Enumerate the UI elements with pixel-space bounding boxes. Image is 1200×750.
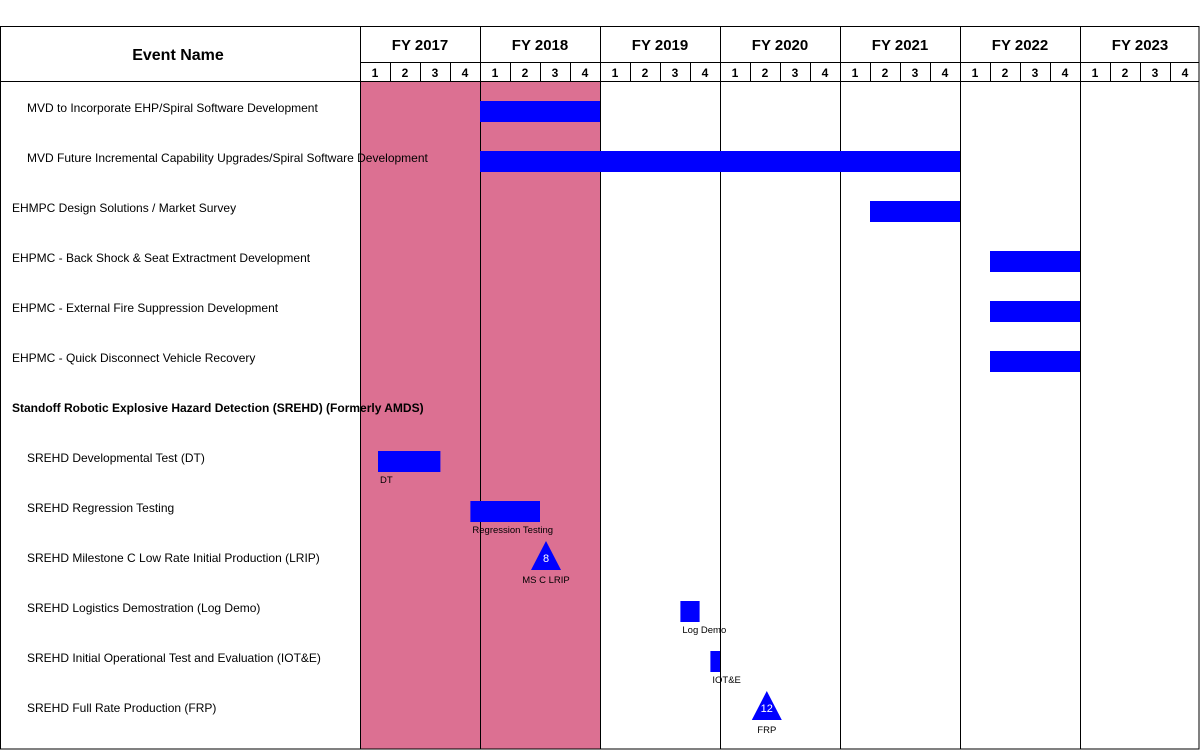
milestone-number: 8 (543, 553, 549, 565)
header-layer: Event Name FY 2017 1 2 3 4 FY 2018 1 2 3 4 FY 2019 1… (132, 37, 1188, 80)
event-name-header: Event Name (132, 47, 224, 64)
quarter-label: 1 (492, 66, 499, 80)
milestone-number: 12 (761, 703, 773, 715)
event-name: SREHD Milestone C Low Rate Initial Produ… (27, 551, 320, 565)
chart-border (0, 26, 1200, 750)
event-name: SREHD Logistics Demostration (Log Demo) (27, 601, 260, 615)
bars-layer: DT Regression Testing 8 MS C LRIP Log Demo IO… (378, 101, 1080, 736)
event-name: SREHD Developmental Test (DT) (27, 451, 205, 465)
shaded-year-fy-2017 (360, 81, 480, 749)
quarter-label: 4 (942, 66, 949, 80)
quarter-label: 1 (372, 66, 379, 80)
grid-layer (0, 26, 1200, 750)
quarter-label: 1 (972, 66, 979, 80)
event-name: SREHD Full Rate Production (FRP) (27, 701, 216, 715)
task-bar-label: Log Demo (682, 625, 726, 636)
fiscal-year-label: FY 2021 (872, 37, 928, 54)
quarter-label: 2 (882, 66, 889, 80)
quarter-label: 4 (582, 66, 589, 80)
fiscal-year-label: FY 2019 (632, 37, 688, 54)
task-bar-label: DT (380, 475, 393, 486)
milestone-triangle (751, 691, 782, 720)
quarter-label: 2 (402, 66, 409, 80)
quarter-label: 4 (462, 66, 469, 80)
quarter-label: 3 (432, 66, 439, 80)
event-name: EHPMC - External Fire Suppression Develo… (12, 301, 279, 315)
fiscal-year-label: FY 2023 (1112, 37, 1168, 54)
quarter-label: 1 (852, 66, 859, 80)
event-names-layer: MVD to Incorporate EHP/Spiral Software D… (12, 101, 429, 715)
quarter-label: 1 (1092, 66, 1099, 80)
quarter-label: 3 (912, 66, 919, 80)
quarter-label: 2 (762, 66, 769, 80)
quarter-label: 2 (522, 66, 529, 80)
quarter-label: 4 (702, 66, 709, 80)
task-bar (470, 501, 540, 522)
task-bar (680, 601, 700, 622)
quarter-label: 4 (1062, 66, 1069, 80)
event-name: Standoff Robotic Explosive Hazard Detect… (12, 401, 424, 415)
task-bar (480, 101, 600, 122)
task-bar (870, 201, 960, 222)
task-bar (378, 451, 441, 472)
event-name: EHMPC Design Solutions / Market Survey (12, 201, 236, 215)
fiscal-year-label: FY 2018 (512, 37, 568, 54)
quarter-label: 1 (612, 66, 619, 80)
event-name: SREHD Initial Operational Test and Evalu… (27, 651, 321, 665)
quarter-label: 3 (792, 66, 799, 80)
event-name: SREHD Regression Testing (27, 501, 174, 515)
task-bar (710, 651, 720, 672)
quarter-label: 3 (1032, 66, 1039, 80)
task-bar-label: IOT&E (712, 675, 741, 686)
milestone-label: MS C LRIP (522, 575, 570, 586)
fiscal-year-label: FY 2017 (392, 37, 448, 54)
milestone-triangle (531, 541, 561, 570)
quarter-label: 1 (732, 66, 739, 80)
quarter-label: 4 (1182, 66, 1189, 80)
quarter-label: 4 (822, 66, 829, 80)
milestone-label: FRP (757, 725, 776, 736)
fiscal-year-label: FY 2020 (752, 37, 808, 54)
task-bar (990, 251, 1080, 272)
event-name: EHPMC - Quick Disconnect Vehicle Recover… (12, 351, 255, 365)
shaded-year-fy-2018 (480, 81, 600, 749)
quarter-label: 2 (1122, 66, 1129, 80)
shaded-region-layer (360, 81, 600, 749)
fiscal-year-label: FY 2022 (992, 37, 1048, 54)
quarter-label: 2 (1002, 66, 1009, 80)
event-name: MVD to Incorporate EHP/Spiral Software D… (27, 101, 318, 115)
task-bar (990, 351, 1080, 372)
event-name: EHPMC - Back Shock & Seat Extractment De… (12, 251, 311, 265)
quarter-label: 3 (672, 66, 679, 80)
task-bar (480, 151, 960, 172)
quarter-label: 2 (642, 66, 649, 80)
task-bar-label: Regression Testing (472, 525, 553, 536)
event-name: MVD Future Incremental Capability Upgrad… (27, 151, 429, 165)
quarter-label: 3 (552, 66, 559, 80)
task-bar (990, 301, 1080, 322)
quarter-label: 3 (1152, 66, 1159, 80)
